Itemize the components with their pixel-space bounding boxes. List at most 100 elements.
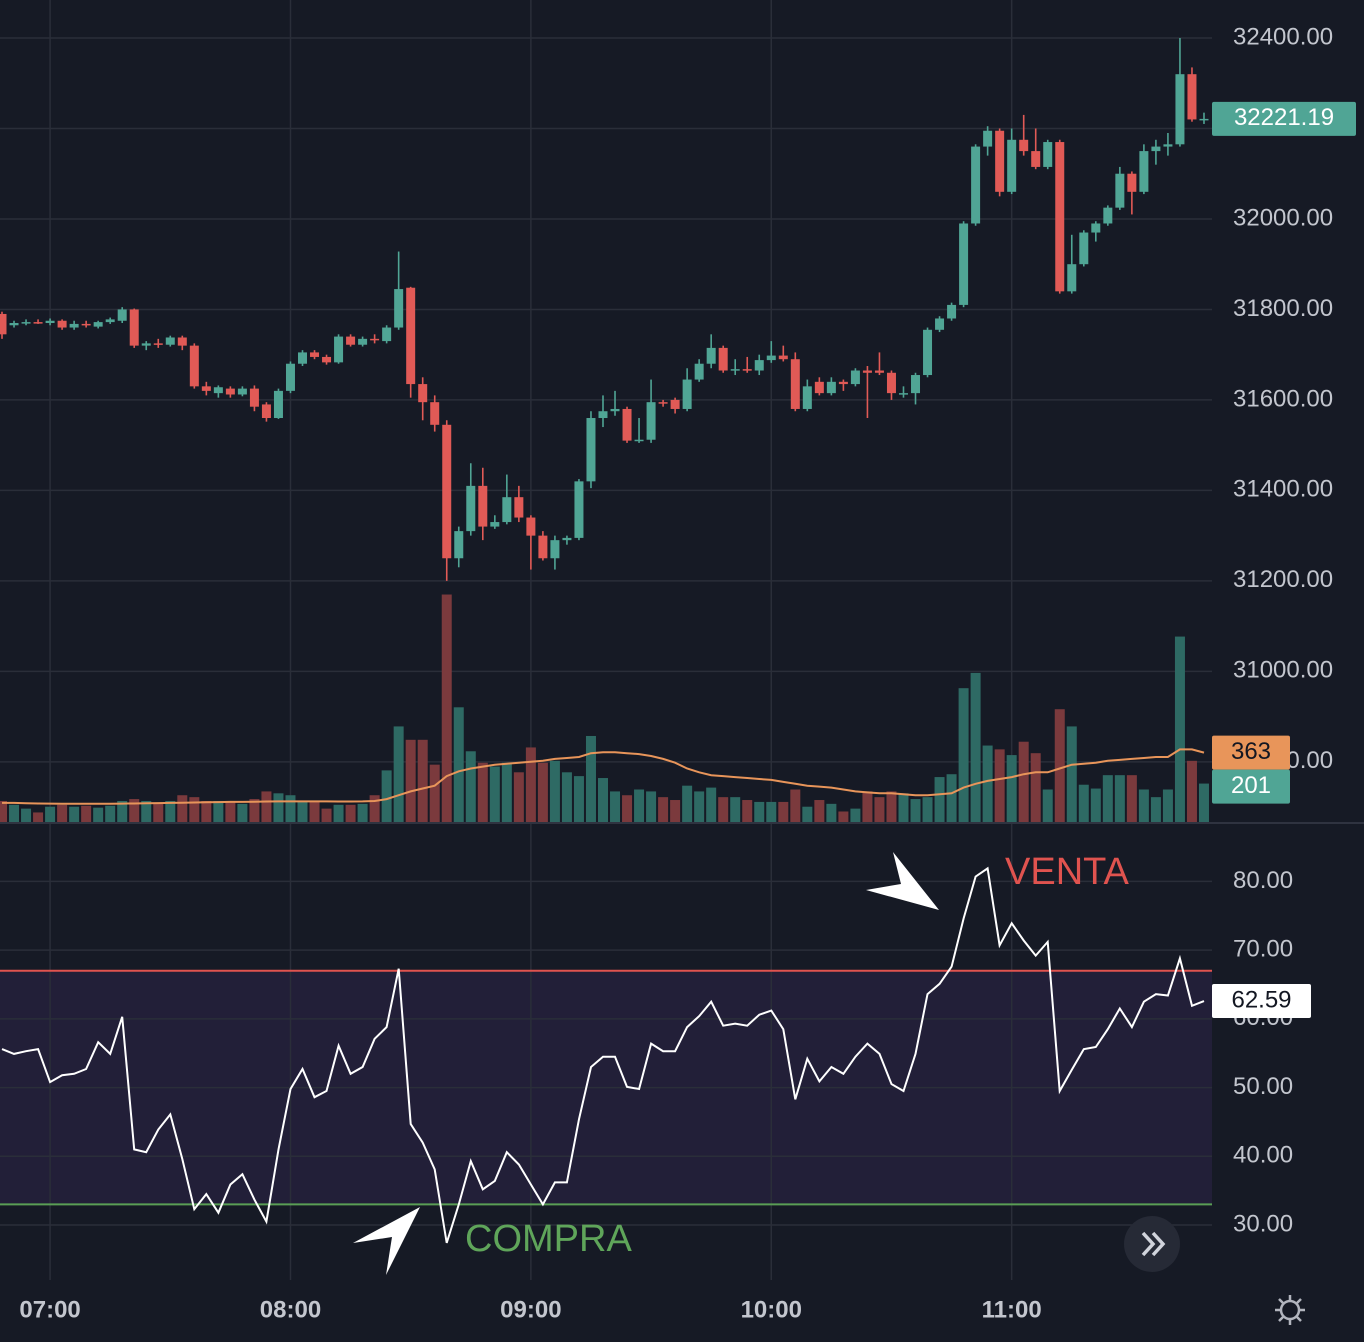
rsi-label-bg bbox=[1212, 984, 1311, 1019]
volume-bar bbox=[670, 800, 681, 822]
candle-body bbox=[1007, 139, 1017, 192]
volume-bar bbox=[826, 803, 837, 822]
x-tick-label: 11:00 bbox=[982, 1296, 1042, 1323]
y-tick-label: 31200.00 bbox=[1233, 566, 1333, 593]
settings-icon-rays[interactable] bbox=[1275, 1295, 1305, 1325]
candle-body bbox=[466, 485, 476, 532]
candle-body bbox=[947, 304, 957, 319]
candle-body bbox=[261, 404, 271, 419]
x-tick-label: 08:00 bbox=[260, 1296, 321, 1323]
candle-body bbox=[81, 323, 91, 326]
volume-bar bbox=[802, 806, 813, 822]
candle-body bbox=[297, 352, 307, 364]
y-tick-label: 31600.00 bbox=[1233, 385, 1333, 412]
volume-bar bbox=[513, 772, 524, 822]
candle-body bbox=[334, 336, 344, 363]
scroll-button-icon[interactable] bbox=[1141, 1231, 1166, 1257]
candle-body bbox=[1055, 142, 1065, 292]
volume-bar bbox=[1030, 753, 1041, 822]
candle-body bbox=[1019, 139, 1029, 152]
candle-body bbox=[682, 379, 692, 409]
settings-icon[interactable] bbox=[1279, 1299, 1301, 1321]
volume-bar bbox=[393, 726, 404, 822]
volume-bar bbox=[477, 762, 488, 822]
volume-bar bbox=[1006, 755, 1017, 822]
candle-body bbox=[490, 522, 500, 527]
candle-body bbox=[418, 384, 428, 403]
volume-bar bbox=[0, 800, 8, 822]
volume-bar bbox=[658, 797, 669, 822]
candle-body bbox=[117, 309, 127, 321]
volume-bar bbox=[525, 747, 536, 822]
volume-bar bbox=[345, 804, 356, 822]
venta-annotation: VENTA bbox=[1005, 851, 1130, 893]
candle-body bbox=[1031, 151, 1041, 167]
volume-bar bbox=[405, 739, 416, 822]
volume-bar bbox=[237, 803, 248, 822]
candle-body bbox=[237, 388, 247, 395]
volume-bar bbox=[814, 800, 825, 822]
volume-bar bbox=[261, 791, 272, 822]
volume-bar bbox=[573, 776, 584, 822]
volume-bar bbox=[718, 797, 729, 822]
candle-body bbox=[598, 411, 608, 419]
candle-body bbox=[562, 537, 572, 541]
candle-body bbox=[57, 320, 67, 328]
volume-bar bbox=[81, 805, 92, 822]
volume-bar bbox=[1090, 788, 1101, 822]
volume-bar bbox=[742, 800, 753, 822]
volume-bar bbox=[1126, 775, 1137, 822]
candle-body bbox=[514, 497, 524, 518]
candle-body bbox=[911, 375, 921, 394]
candle-body bbox=[730, 369, 740, 371]
volume-bar bbox=[610, 791, 621, 822]
volume-bar bbox=[958, 688, 969, 822]
candle-body bbox=[526, 517, 536, 536]
volume-bar bbox=[549, 760, 560, 822]
volume-bar bbox=[273, 793, 284, 822]
candle-body bbox=[694, 363, 704, 380]
volume-bar bbox=[69, 806, 80, 822]
volume-bar bbox=[45, 806, 56, 822]
volume-bar bbox=[381, 770, 392, 822]
candle-body bbox=[9, 323, 19, 326]
compra-annotation: COMPRA bbox=[465, 1218, 632, 1260]
candle-body bbox=[189, 345, 199, 387]
volume-bar bbox=[321, 808, 332, 822]
candle-body bbox=[574, 481, 584, 538]
rsi-tick-label: 80.00 bbox=[1233, 867, 1293, 894]
volume-bar bbox=[297, 800, 308, 822]
candle-body bbox=[898, 393, 908, 395]
candle-body bbox=[322, 356, 332, 363]
rsi-tick-label: 40.00 bbox=[1233, 1142, 1293, 1169]
candle-body bbox=[33, 322, 43, 324]
volume-bar bbox=[766, 801, 777, 822]
volume-bar bbox=[105, 805, 116, 822]
settings-button[interactable] bbox=[1275, 1295, 1305, 1325]
volume-bar bbox=[537, 762, 548, 822]
volume-bar bbox=[57, 804, 68, 822]
candle-body bbox=[766, 355, 776, 361]
rsi-tick-label: 30.00 bbox=[1233, 1210, 1293, 1237]
x-tick-label: 09:00 bbox=[500, 1296, 561, 1323]
candle-body bbox=[754, 360, 764, 371]
candle-body bbox=[1139, 151, 1149, 192]
candle-body bbox=[213, 387, 223, 394]
volume-bar bbox=[9, 804, 20, 822]
volume-bar bbox=[417, 739, 428, 822]
candle-body bbox=[346, 336, 356, 345]
volume-bar bbox=[970, 672, 981, 822]
volume-bar bbox=[585, 735, 596, 822]
candle-body bbox=[249, 388, 259, 407]
scroll-button[interactable] bbox=[1124, 1216, 1180, 1272]
candle-body bbox=[1187, 74, 1197, 120]
candle-body bbox=[790, 359, 800, 409]
candle-body bbox=[718, 347, 728, 371]
volume-label: 201 bbox=[1231, 772, 1271, 799]
volume-bar bbox=[597, 778, 608, 822]
volume-bar bbox=[33, 812, 44, 822]
candle-body bbox=[21, 322, 31, 324]
volume-bar bbox=[453, 707, 464, 822]
